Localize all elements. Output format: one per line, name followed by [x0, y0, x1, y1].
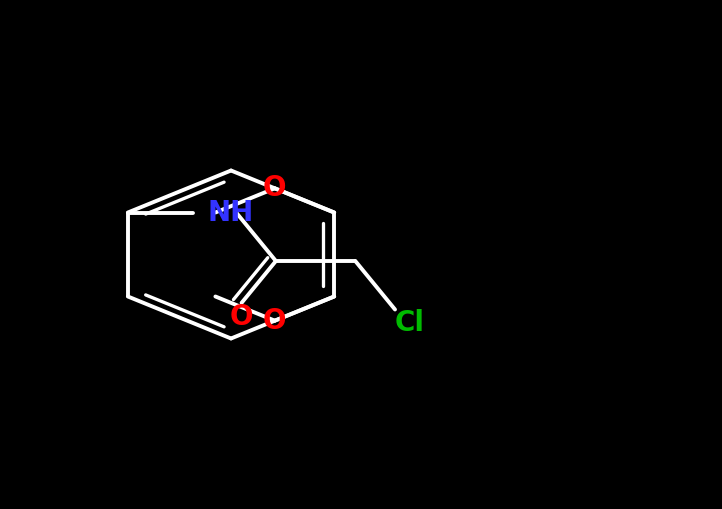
- Text: O: O: [263, 306, 287, 335]
- Text: O: O: [230, 303, 253, 331]
- Text: Cl: Cl: [395, 309, 425, 337]
- Text: O: O: [263, 174, 287, 203]
- Text: NH: NH: [207, 199, 253, 227]
